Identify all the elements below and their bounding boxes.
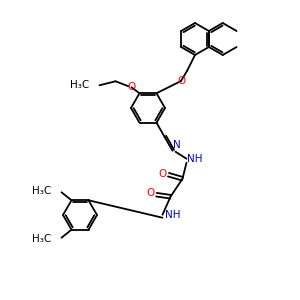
Text: NH: NH [164,210,180,220]
Text: H₃C: H₃C [70,80,89,90]
Text: NH: NH [188,154,203,164]
Text: O: O [128,82,136,92]
Text: N: N [173,140,181,150]
Text: H₃C: H₃C [32,234,52,244]
Text: O: O [158,169,166,179]
Text: O: O [177,76,185,86]
Text: H₃C: H₃C [32,186,52,196]
Text: O: O [146,188,154,198]
